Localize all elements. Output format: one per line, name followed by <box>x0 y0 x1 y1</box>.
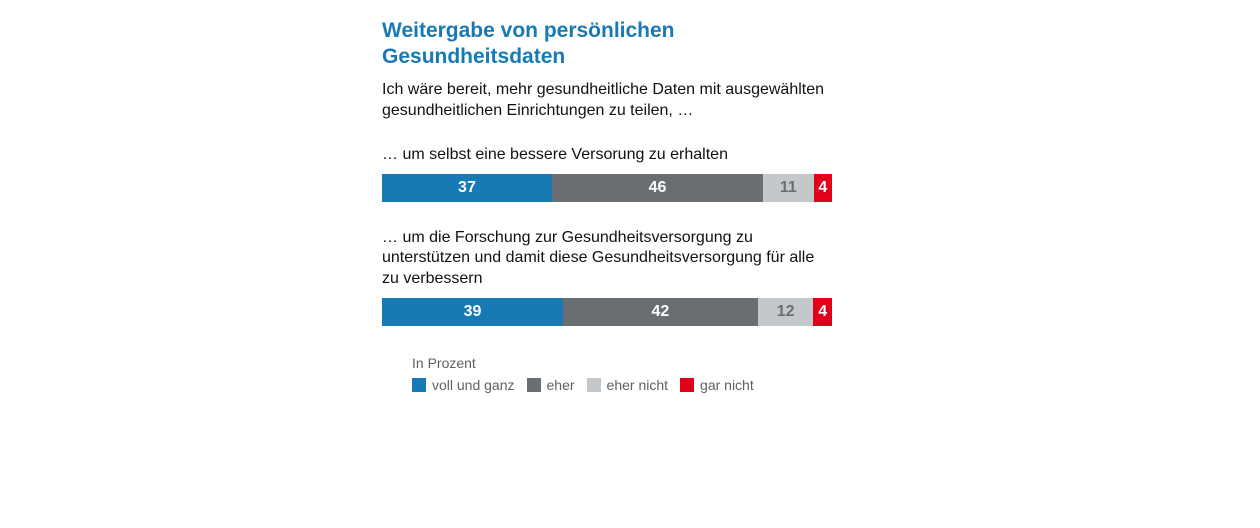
legend-item-eher: eher <box>527 374 575 396</box>
bar-row-label: … um die Forschung zur Gesundheitsversor… <box>382 228 832 290</box>
stacked-bar: 3746114 <box>382 174 832 202</box>
legend-item-voll_und_ganz: voll und ganz <box>412 374 515 396</box>
legend-swatch-eher_nicht <box>587 378 601 392</box>
legend-label: gar nicht <box>700 374 754 396</box>
chart-legend: In Prozent voll und ganz eher eher nicht ga… <box>382 352 832 397</box>
bar-row-label: … um selbst eine bessere Versorung zu er… <box>382 145 832 166</box>
chart-title: Weitergabe von persönlichen Gesundheitsd… <box>382 18 832 71</box>
chart-container: Weitergabe von persönlichen Gesundheitsd… <box>382 18 832 397</box>
stacked-bar: 3942124 <box>382 298 832 326</box>
legend-swatch-voll_und_ganz <box>412 378 426 392</box>
legend-items: voll und ganz eher eher nicht gar nicht <box>412 374 832 396</box>
legend-unit-label: In Prozent <box>412 352 832 374</box>
chart-lead-text: Ich wäre bereit, mehr gesundheitliche Da… <box>382 79 832 121</box>
legend-swatch-eher <box>527 378 541 392</box>
bar-segment-eher: 46 <box>552 174 763 202</box>
chart-rows: … um selbst eine bessere Versorung zu er… <box>382 145 832 326</box>
legend-label: eher <box>547 374 575 396</box>
legend-item-eher_nicht: eher nicht <box>587 374 668 396</box>
bar-segment-eher_nicht: 12 <box>758 298 814 326</box>
legend-item-gar_nicht: gar nicht <box>680 374 754 396</box>
bar-segment-voll_und_ganz: 37 <box>382 174 552 202</box>
legend-label: voll und ganz <box>432 374 515 396</box>
bar-segment-voll_und_ganz: 39 <box>382 298 563 326</box>
bar-segment-eher: 42 <box>563 298 758 326</box>
bar-segment-eher_nicht: 11 <box>763 174 813 202</box>
legend-label: eher nicht <box>607 374 668 396</box>
legend-swatch-gar_nicht <box>680 378 694 392</box>
bar-segment-gar_nicht: 4 <box>814 174 832 202</box>
bar-segment-gar_nicht: 4 <box>813 298 832 326</box>
